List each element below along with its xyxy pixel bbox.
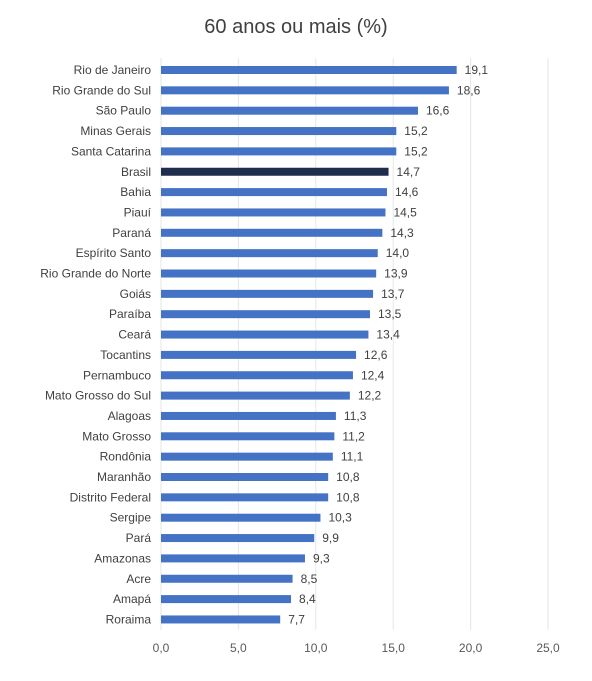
category-label: Mato Grosso — [82, 429, 151, 443]
category-label: Mato Grosso do Sul — [45, 389, 151, 403]
data-label: 16,6 — [426, 104, 450, 118]
category-label: Tocantins — [100, 348, 151, 362]
category-label: Distrito Federal — [70, 490, 151, 504]
bar — [161, 350, 357, 359]
category-label: Amapá — [113, 592, 151, 606]
category-label: Minas Gerais — [80, 124, 151, 138]
bar — [161, 391, 350, 400]
data-label: 11,1 — [341, 450, 364, 464]
bar — [161, 513, 321, 522]
data-label: 10,8 — [336, 470, 360, 484]
category-label: Brasil — [121, 165, 151, 179]
data-label: 14,5 — [393, 205, 417, 219]
category-label: Maranhão — [97, 470, 151, 484]
bar — [161, 66, 457, 74]
bar — [161, 330, 369, 339]
bar — [161, 574, 293, 583]
bar — [161, 452, 333, 461]
chart-title: 60 anos ou mais (%) — [204, 16, 388, 38]
data-label: 12,4 — [361, 368, 385, 382]
x-tick-label: 5,0 — [230, 641, 247, 655]
x-tick-label: 0,0 — [153, 641, 170, 655]
bar — [161, 167, 389, 176]
category-label: Rio de Janeiro — [74, 63, 152, 77]
bar — [161, 228, 383, 237]
bar — [161, 432, 335, 441]
data-label: 9,9 — [322, 531, 339, 545]
data-label: 7,7 — [288, 612, 305, 626]
bar — [161, 208, 386, 217]
bar — [161, 86, 449, 95]
data-label: 13,7 — [381, 287, 405, 301]
category-label: Piauí — [124, 205, 152, 219]
data-label: 9,3 — [313, 551, 330, 565]
bar — [161, 595, 292, 604]
data-label: 13,5 — [378, 307, 402, 321]
category-label: São Paulo — [96, 104, 152, 118]
bar — [161, 554, 305, 563]
bar — [161, 289, 374, 298]
category-label: Santa Catarina — [71, 144, 151, 158]
data-label: 19,1 — [465, 63, 489, 77]
category-label: Pará — [126, 531, 152, 545]
bar — [161, 411, 336, 420]
bar — [161, 106, 418, 115]
category-label: Bahia — [120, 185, 151, 199]
data-label: 14,0 — [386, 246, 410, 260]
data-label: 14,3 — [390, 226, 414, 240]
category-label: Ceará — [118, 328, 151, 342]
bar — [161, 310, 370, 319]
data-label: 13,9 — [384, 267, 408, 281]
bar — [161, 249, 378, 258]
data-label: 14,6 — [395, 185, 419, 199]
category-label: Espírito Santo — [76, 246, 152, 260]
data-label: 12,2 — [358, 389, 382, 403]
x-tick-label: 15,0 — [382, 641, 406, 655]
bar — [161, 473, 329, 481]
data-label: 10,3 — [328, 511, 352, 525]
bar — [161, 188, 388, 197]
category-label: Alagoas — [108, 409, 151, 423]
x-tick-label: 25,0 — [536, 641, 560, 655]
bar — [161, 615, 281, 624]
bar — [161, 127, 397, 136]
bar — [161, 147, 397, 156]
data-label: 11,2 — [342, 429, 365, 443]
data-label: 18,6 — [457, 83, 481, 97]
data-label: 10,8 — [336, 490, 360, 504]
bar — [161, 534, 315, 543]
category-label: Pernambuco — [83, 368, 151, 382]
category-label: Roraima — [106, 612, 152, 626]
data-label: 15,2 — [404, 144, 428, 158]
category-label: Sergipe — [110, 511, 152, 525]
data-label: 15,2 — [404, 124, 428, 138]
category-label: Rio Grande do Norte — [40, 267, 151, 281]
category-label: Amazonas — [94, 551, 151, 565]
category-label: Goiás — [120, 287, 151, 301]
data-label: 8,4 — [299, 592, 316, 606]
data-label: 12,6 — [364, 348, 388, 362]
data-label: 11,3 — [344, 409, 367, 423]
data-label: 13,4 — [376, 328, 400, 342]
bar — [161, 371, 353, 380]
category-label: Rondônia — [100, 450, 152, 464]
category-label: Paraíba — [109, 307, 151, 321]
x-tick-label: 20,0 — [459, 641, 483, 655]
category-label: Rio Grande do Sul — [52, 83, 151, 97]
bar — [161, 493, 329, 502]
x-tick-label: 10,0 — [304, 641, 328, 655]
bar — [161, 269, 377, 278]
data-label: 14,7 — [397, 165, 421, 179]
category-label: Paraná — [112, 226, 151, 240]
data-label: 8,5 — [301, 572, 318, 586]
category-label: Acre — [126, 572, 151, 586]
